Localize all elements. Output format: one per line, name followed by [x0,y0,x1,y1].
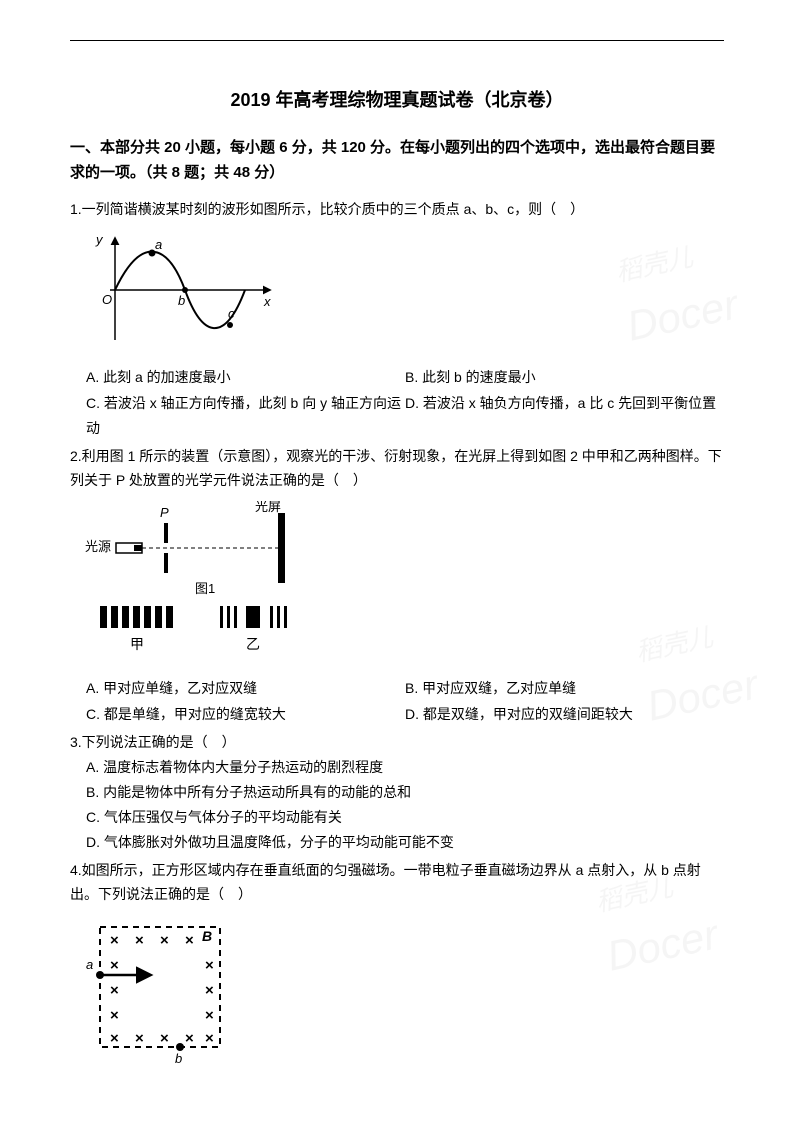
svg-text:y: y [95,232,104,247]
question-4: 4.如图所示，正方形区域内存在垂直纸面的匀强磁场。一带电粒子垂直磁场边界从 a … [70,859,724,1072]
page-title: 2019 年高考理综物理真题试卷（北京卷） [70,86,724,115]
svg-text:b: b [175,1051,182,1065]
q3-option-c: C. 气体压强仅与气体分子的平均动能有关 [86,805,724,830]
svg-text:a: a [155,237,162,252]
svg-text:×: × [185,1030,194,1047]
question-text: 2.利用图 1 所示的装置（示意图），观察光的干涉、衍射现象，在光屏上得到如图 … [70,445,724,493]
svg-text:×: × [185,932,194,949]
q1-figure-wave: y x O a b c [80,230,724,358]
svg-text:×: × [160,1030,169,1047]
q1-option-a: A. 此刻 a 的加速度最小 [86,365,405,390]
q4-figure-magnetic: × × × × × × × × × × × × × × × B a b [80,915,724,1073]
question-2: 2.利用图 1 所示的装置（示意图），观察光的干涉、衍射现象，在光屏上得到如图 … [70,445,724,727]
question-3: 3.下列说法正确的是（ ） A. 温度标志着物体内大量分子热运动的剧烈程度 B.… [70,731,724,856]
svg-text:b: b [178,293,185,308]
svg-text:图1: 图1 [195,581,215,596]
question-text: 1.一列简谐横波某时刻的波形如图所示，比较介质中的三个质点 a、b、c，则（ ） [70,198,724,222]
svg-text:光屏: 光屏 [255,501,281,514]
q3-option-d: D. 气体膨胀对外做功且温度降低，分子的平均动能可能不变 [86,830,724,855]
svg-text:×: × [110,1030,119,1047]
q2-figure-optics: 光源 P 光屏 图1 甲 [80,501,724,669]
q3-option-a: A. 温度标志着物体内大量分子热运动的剧烈程度 [86,755,724,780]
svg-text:×: × [110,932,119,949]
q2-option-d: D. 都是双缝，甲对应的双缝间距较大 [405,702,724,727]
header-rule [70,40,724,41]
svg-text:×: × [205,1007,214,1024]
svg-text:x: x [263,294,271,309]
svg-text:×: × [205,1030,214,1047]
svg-text:×: × [110,982,119,999]
svg-text:c: c [228,306,235,321]
svg-text:×: × [135,932,144,949]
svg-text:P: P [160,505,169,520]
svg-text:×: × [205,957,214,974]
question-text: 4.如图所示，正方形区域内存在垂直纸面的匀强磁场。一带电粒子垂直磁场边界从 a … [70,859,724,907]
q1-option-c: C. 若波沿 x 轴正方向传播，此刻 b 向 y 轴正方向运动 [86,391,405,441]
q2-option-c: C. 都是单缝，甲对应的缝宽较大 [86,702,405,727]
question-text: 3.下列说法正确的是（ ） [70,731,724,755]
svg-text:a: a [86,957,93,972]
svg-text:×: × [160,932,169,949]
svg-text:×: × [135,1030,144,1047]
q1-option-b: B. 此刻 b 的速度最小 [405,365,724,390]
svg-text:×: × [110,1007,119,1024]
q2-option-a: A. 甲对应单缝，乙对应双缝 [86,676,405,701]
q3-option-b: B. 内能是物体中所有分子热运动所具有的动能的总和 [86,780,724,805]
section-header: 一、本部分共 20 小题，每小题 6 分，共 120 分。在每小题列出的四个选项… [70,135,724,186]
q2-option-b: B. 甲对应双缝，乙对应单缝 [405,676,724,701]
svg-text:×: × [110,957,119,974]
q1-option-d: D. 若波沿 x 轴负方向传播，a 比 c 先回到平衡位置 [405,391,724,441]
svg-text:光源: 光源 [85,539,111,554]
question-1: 1.一列简谐横波某时刻的波形如图所示，比较介质中的三个质点 a、b、c，则（ ）… [70,198,724,441]
svg-text:×: × [205,982,214,999]
svg-text:乙: 乙 [246,636,260,652]
svg-text:B: B [202,928,212,944]
svg-text:O: O [102,292,112,307]
svg-text:甲: 甲 [130,636,144,652]
